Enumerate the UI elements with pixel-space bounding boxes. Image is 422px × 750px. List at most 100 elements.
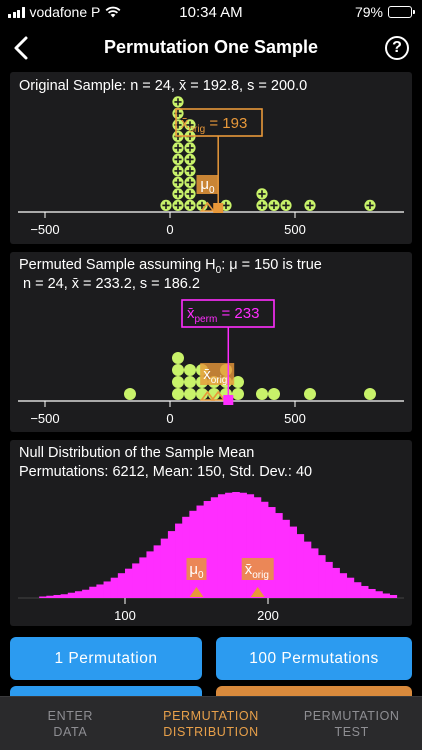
plus-icon bbox=[174, 190, 182, 198]
orig-mean-label: x̄orig bbox=[203, 366, 227, 386]
histogram-bar bbox=[103, 581, 112, 598]
permuted-point bbox=[268, 388, 280, 400]
mu0-triangle bbox=[189, 587, 204, 597]
histogram-bar bbox=[339, 573, 348, 598]
plus-icon bbox=[258, 201, 266, 209]
plus-icon bbox=[186, 178, 194, 186]
permuted-point bbox=[256, 388, 268, 400]
histogram-bar bbox=[96, 584, 104, 598]
orig-mean-triangle bbox=[250, 587, 265, 597]
histogram-bar bbox=[196, 505, 205, 598]
histogram-bar bbox=[239, 492, 247, 598]
permuted-point bbox=[184, 376, 196, 388]
plus-icon bbox=[186, 144, 194, 152]
x-tick-label: 500 bbox=[284, 411, 306, 426]
orig-mean-box bbox=[241, 558, 274, 580]
partially-hidden-button-orange[interactable] bbox=[216, 686, 412, 696]
sample-point bbox=[304, 199, 316, 211]
mu0-label: μ0 bbox=[200, 176, 215, 196]
sample-point bbox=[184, 188, 196, 200]
permuted-point bbox=[196, 388, 208, 400]
sample-point bbox=[172, 176, 184, 188]
histogram-bar bbox=[182, 516, 190, 598]
plus-icon bbox=[174, 144, 182, 152]
histogram-bar bbox=[189, 510, 197, 598]
orig-mean-triangle bbox=[210, 390, 226, 401]
plus-icon bbox=[186, 121, 194, 129]
plus-icon bbox=[174, 201, 182, 209]
tab-bar: ENTER DATA PERMUTATION DISTRIBUTION PERM… bbox=[0, 696, 422, 750]
histogram-bar bbox=[132, 563, 140, 598]
plus-icon bbox=[174, 155, 182, 163]
plus-icon bbox=[258, 190, 266, 198]
one-permutation-button[interactable]: 1 Permutation bbox=[10, 637, 202, 680]
sample-mean-callout-text: x̄orig = 193 bbox=[181, 115, 247, 135]
plus-icon bbox=[186, 190, 194, 198]
plus-icon bbox=[186, 201, 194, 209]
mu0-box bbox=[186, 558, 207, 580]
plus-icon bbox=[174, 98, 182, 106]
partially-hidden-button[interactable] bbox=[10, 686, 202, 696]
original-sample-dotplot: −500 0 500 μ0 x̄orig = 193 bbox=[18, 96, 404, 237]
clock: 10:34 AM bbox=[179, 4, 243, 21]
orig-mean-label: x̄orig bbox=[245, 561, 269, 581]
sample-point bbox=[172, 153, 184, 165]
tab-permutation-test[interactable]: PERMUTATION TEST bbox=[303, 709, 400, 739]
histogram-bar bbox=[382, 593, 390, 598]
permuted-point bbox=[172, 364, 184, 376]
sample-point bbox=[172, 199, 184, 211]
plus-icon bbox=[162, 201, 170, 209]
original-sample-header: Original Sample: n = 24, x̄ = 192.8, s =… bbox=[19, 78, 308, 94]
sample-point bbox=[184, 153, 196, 165]
sample-point bbox=[184, 119, 196, 131]
null-distribution-panel: Null Distribution of the Sample Mean Per… bbox=[10, 440, 412, 626]
battery-percent: 79% bbox=[354, 4, 383, 20]
tab-permutation-distribution[interactable]: PERMUTATION DISTRIBUTION bbox=[163, 709, 259, 739]
sample-point bbox=[280, 199, 292, 211]
tab-enter-data[interactable]: ENTER DATA bbox=[47, 709, 94, 739]
histogram-bar bbox=[210, 497, 219, 598]
chevron-left-icon[interactable] bbox=[8, 32, 36, 64]
sample-point bbox=[172, 188, 184, 200]
histogram-bar bbox=[46, 595, 54, 598]
plus-icon bbox=[306, 201, 314, 209]
histogram-bar bbox=[275, 513, 283, 598]
help-icon[interactable]: ? bbox=[385, 36, 409, 60]
histogram-bar bbox=[67, 592, 76, 598]
sample-point bbox=[256, 199, 268, 211]
histogram-bar bbox=[110, 577, 119, 598]
permuted-point bbox=[124, 388, 136, 400]
x-tick-label: 0 bbox=[166, 411, 173, 426]
histogram-bar bbox=[203, 501, 212, 598]
null-distribution-stats: Permutations: 6212, Mean: 150, Std. Dev.… bbox=[19, 464, 313, 480]
histogram-bar bbox=[310, 548, 319, 598]
plus-icon bbox=[174, 167, 182, 175]
sample-point bbox=[364, 199, 376, 211]
sample-point bbox=[184, 176, 196, 188]
histogram-bar bbox=[146, 551, 154, 598]
permuted-point bbox=[184, 364, 196, 376]
original-sample-panel: Original Sample: n = 24, x̄ = 192.8, s =… bbox=[10, 72, 412, 244]
histogram-bar bbox=[332, 567, 340, 598]
sample-point bbox=[160, 199, 172, 211]
histogram-bar bbox=[89, 586, 97, 598]
plus-icon bbox=[186, 167, 194, 175]
hundred-permutations-button[interactable]: 100 Permutations bbox=[216, 637, 412, 680]
histogram-bar bbox=[39, 596, 47, 598]
plus-icon bbox=[222, 201, 230, 209]
histogram-bar bbox=[153, 545, 162, 598]
histogram-bar bbox=[246, 494, 255, 598]
histogram-bar bbox=[232, 492, 240, 598]
permuted-point bbox=[172, 388, 184, 400]
permuted-point bbox=[232, 376, 244, 388]
histogram-bar bbox=[353, 582, 362, 598]
battery-icon bbox=[388, 6, 415, 18]
histogram-bar bbox=[346, 577, 355, 598]
battery-info: 79% bbox=[354, 4, 415, 20]
carrier-name: vodafone P bbox=[29, 4, 101, 20]
sample-point bbox=[184, 142, 196, 154]
histogram-bar bbox=[268, 507, 276, 598]
plus-icon bbox=[366, 201, 374, 209]
histogram-bar bbox=[360, 585, 369, 598]
histogram-bar bbox=[289, 526, 297, 598]
